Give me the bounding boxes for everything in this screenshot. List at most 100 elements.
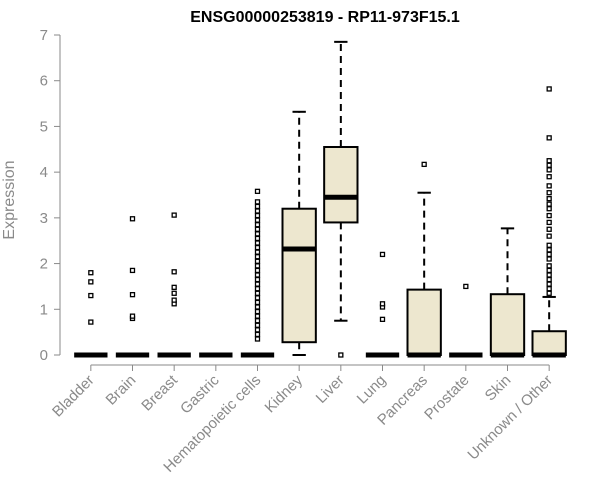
outlier-point bbox=[546, 256, 552, 262]
y-tick-label: 4 bbox=[40, 164, 48, 181]
y-tick-label: 3 bbox=[40, 210, 48, 227]
outlier-point bbox=[254, 258, 261, 264]
y-axis-label: Expression bbox=[1, 160, 18, 239]
outlier-point bbox=[546, 201, 552, 207]
box-liver bbox=[323, 40, 359, 358]
box-body bbox=[323, 146, 359, 224]
outlier-point bbox=[88, 279, 94, 285]
box-bladder bbox=[74, 270, 108, 358]
outlier-point bbox=[254, 336, 261, 342]
x-tick-label: Lung bbox=[354, 372, 390, 408]
outlier-point bbox=[129, 216, 136, 222]
x-tick-label: Bladder bbox=[49, 372, 98, 421]
outlier-point bbox=[338, 352, 344, 358]
outlier-point bbox=[546, 190, 552, 196]
y-axis: 0 1 2 3 4 5 6 7 bbox=[40, 27, 61, 364]
y-tick-label: 2 bbox=[40, 256, 48, 273]
box-kidney bbox=[281, 110, 317, 356]
outlier-point bbox=[421, 161, 427, 168]
outlier-point bbox=[129, 267, 136, 274]
outlier-point bbox=[171, 297, 177, 303]
outlier-point bbox=[254, 208, 261, 214]
outlier-point bbox=[171, 269, 177, 275]
outlier-point bbox=[254, 244, 261, 251]
box-pancreas bbox=[406, 161, 442, 358]
x-tick-label: Liver bbox=[313, 372, 348, 407]
outlier-point bbox=[546, 276, 552, 283]
box-brain bbox=[115, 216, 150, 358]
outlier-point bbox=[546, 183, 552, 189]
outlier-point bbox=[254, 249, 261, 255]
outlier-point bbox=[254, 272, 261, 278]
outlier-point bbox=[254, 295, 261, 301]
outlier-point bbox=[254, 217, 261, 223]
outlier-point bbox=[254, 235, 261, 242]
x-tick-label: Skin bbox=[482, 372, 515, 405]
box-prostate bbox=[449, 283, 483, 358]
x-tick-label: Breast bbox=[138, 371, 181, 414]
outlier-point bbox=[254, 212, 261, 219]
outlier-point bbox=[88, 270, 94, 276]
outlier-point bbox=[88, 292, 94, 299]
outlier-point bbox=[254, 222, 261, 228]
x-tick-label: Prostate bbox=[421, 372, 473, 424]
box-hematopoietic-cells bbox=[240, 188, 275, 358]
outlier-point bbox=[254, 231, 261, 237]
outlier-point bbox=[254, 322, 261, 328]
outlier-point bbox=[546, 242, 552, 248]
boxes-group bbox=[74, 40, 567, 358]
outlier-point bbox=[546, 135, 552, 141]
outlier-point bbox=[129, 313, 136, 319]
outlier-point bbox=[254, 199, 261, 205]
outlier-point bbox=[254, 318, 261, 324]
outlier-point bbox=[546, 86, 552, 92]
outlier-point bbox=[546, 162, 552, 168]
box-breast bbox=[157, 212, 191, 358]
outlier-point bbox=[254, 226, 261, 232]
box-body bbox=[531, 330, 567, 357]
outlier-point bbox=[254, 281, 261, 287]
outlier-point bbox=[379, 316, 386, 322]
outlier-point bbox=[254, 331, 261, 338]
outlier-point bbox=[546, 286, 552, 292]
outlier-point bbox=[254, 267, 261, 274]
box-skin bbox=[489, 227, 526, 358]
y-tick-label: 6 bbox=[40, 73, 48, 90]
outlier-point bbox=[88, 319, 94, 325]
outlier-point bbox=[254, 308, 261, 315]
outlier-point bbox=[546, 281, 552, 287]
outlier-point bbox=[254, 313, 261, 319]
outlier-point bbox=[254, 286, 261, 292]
outlier-point bbox=[171, 212, 177, 218]
box-body bbox=[489, 293, 526, 357]
outlier-point bbox=[254, 188, 261, 194]
outlier-point bbox=[254, 240, 261, 246]
outlier-point bbox=[171, 284, 177, 290]
outlier-point bbox=[546, 212, 552, 219]
outlier-point bbox=[546, 206, 552, 212]
outlier-point bbox=[379, 301, 386, 307]
chart-title: ENSG00000253819 - RP11-973F15.1 bbox=[190, 9, 460, 26]
outlier-point bbox=[546, 263, 552, 269]
outlier-point bbox=[546, 247, 552, 253]
y-tick-label: 1 bbox=[40, 301, 48, 318]
outlier-point bbox=[254, 290, 261, 296]
y-tick-label: 5 bbox=[40, 118, 48, 135]
outlier-point bbox=[463, 283, 469, 290]
outlier-point bbox=[546, 233, 552, 239]
x-tick-label: Kidney bbox=[262, 371, 307, 416]
outlier-point bbox=[546, 290, 552, 296]
outlier-point bbox=[254, 254, 261, 260]
outlier-point bbox=[254, 299, 261, 306]
outlier-point bbox=[546, 267, 552, 274]
outlier-point bbox=[254, 276, 261, 283]
x-tick-label: Brain bbox=[103, 372, 140, 409]
y-tick-label: 0 bbox=[40, 347, 48, 364]
outlier-point bbox=[379, 251, 386, 258]
outlier-point bbox=[254, 263, 261, 269]
box-lung bbox=[365, 251, 400, 358]
outlier-point bbox=[546, 174, 552, 180]
